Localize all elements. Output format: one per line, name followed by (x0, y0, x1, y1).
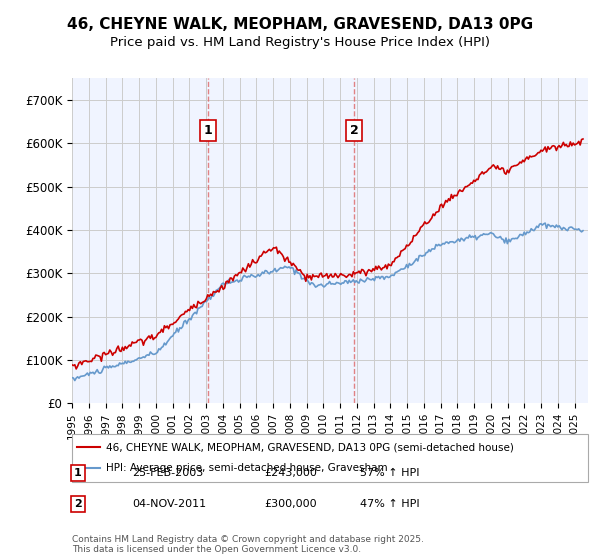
Text: 2: 2 (350, 124, 358, 137)
Text: 04-NOV-2011: 04-NOV-2011 (132, 499, 206, 509)
Text: 1: 1 (204, 124, 213, 137)
Text: 2: 2 (74, 499, 82, 509)
Text: £243,000: £243,000 (264, 468, 317, 478)
FancyBboxPatch shape (72, 434, 588, 482)
Text: 46, CHEYNE WALK, MEOPHAM, GRAVESEND, DA13 0PG (semi-detached house): 46, CHEYNE WALK, MEOPHAM, GRAVESEND, DA1… (106, 442, 514, 452)
Text: Contains HM Land Registry data © Crown copyright and database right 2025.
This d: Contains HM Land Registry data © Crown c… (72, 535, 424, 554)
Text: HPI: Average price, semi-detached house, Gravesham: HPI: Average price, semi-detached house,… (106, 463, 387, 473)
Text: 25-FEB-2003: 25-FEB-2003 (132, 468, 203, 478)
Text: Price paid vs. HM Land Registry's House Price Index (HPI): Price paid vs. HM Land Registry's House … (110, 36, 490, 49)
Text: 47% ↑ HPI: 47% ↑ HPI (360, 499, 419, 509)
Text: £300,000: £300,000 (264, 499, 317, 509)
Text: 46, CHEYNE WALK, MEOPHAM, GRAVESEND, DA13 0PG: 46, CHEYNE WALK, MEOPHAM, GRAVESEND, DA1… (67, 17, 533, 32)
Text: 57% ↑ HPI: 57% ↑ HPI (360, 468, 419, 478)
Text: 1: 1 (74, 468, 82, 478)
